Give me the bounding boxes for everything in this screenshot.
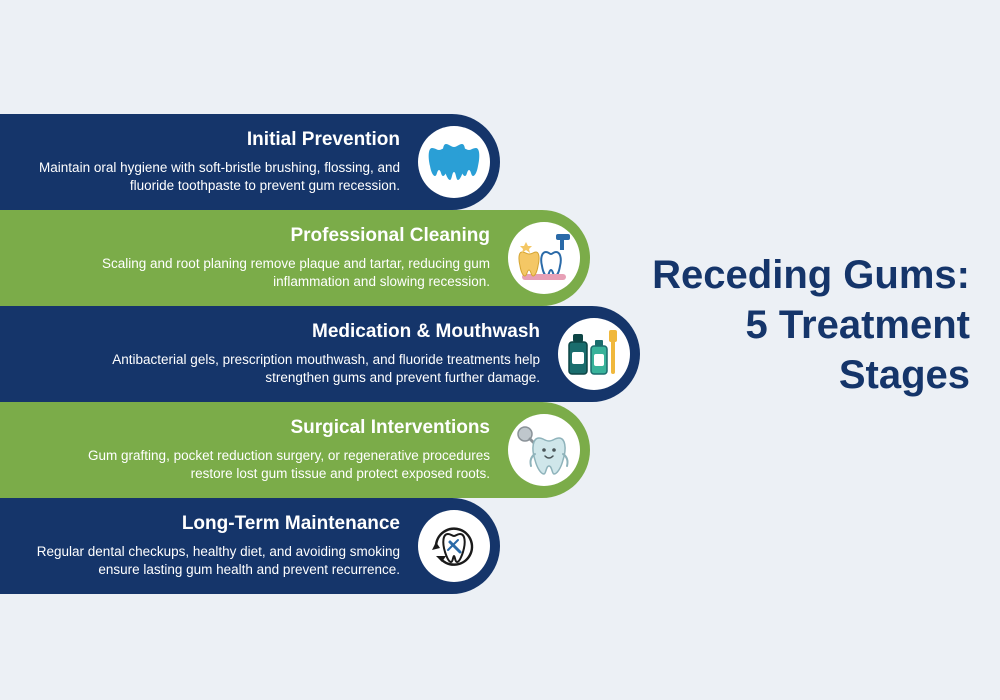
stages-container: Initial Prevention Maintain oral hygiene… <box>0 114 640 594</box>
maintenance-tooth-icon <box>418 510 490 582</box>
stage-3-desc: Antibacterial gels, prescription mouthwa… <box>110 351 540 387</box>
stage-4-text: Surgical Interventions Gum grafting, poc… <box>60 417 490 483</box>
stage-1-title: Initial Prevention <box>0 129 400 151</box>
stage-5: Long-Term Maintenance Regular dental che… <box>0 498 500 594</box>
stage-5-title: Long-Term Maintenance <box>0 513 400 535</box>
main-title: Receding Gums: 5 Treatment Stages <box>640 250 970 400</box>
stage-3-title: Medication & Mouthwash <box>110 321 540 343</box>
stage-1: Initial Prevention Maintain oral hygiene… <box>0 114 500 210</box>
stage-2-desc: Scaling and root planing remove plaque a… <box>60 255 490 291</box>
stage-1-desc: Maintain oral hygiene with soft-bristle … <box>0 159 400 195</box>
stage-4-desc: Gum grafting, pocket reduction surgery, … <box>60 447 490 483</box>
stage-5-text: Long-Term Maintenance Regular dental che… <box>0 513 400 579</box>
stage-2-title: Professional Cleaning <box>60 225 490 247</box>
stage-4-title: Surgical Interventions <box>60 417 490 439</box>
stage-5-desc: Regular dental checkups, healthy diet, a… <box>0 543 400 579</box>
cleaning-tooth-icon <box>508 222 580 294</box>
stage-3: Medication & Mouthwash Antibacterial gel… <box>0 306 640 402</box>
stage-2-text: Professional Cleaning Scaling and root p… <box>60 225 490 291</box>
stage-3-text: Medication & Mouthwash Antibacterial gel… <box>110 321 540 387</box>
stage-4: Surgical Interventions Gum grafting, poc… <box>0 402 590 498</box>
teeth-row-icon <box>418 126 490 198</box>
mouthwash-icon <box>558 318 630 390</box>
surgery-tooth-icon <box>508 414 580 486</box>
stage-2: Professional Cleaning Scaling and root p… <box>0 210 590 306</box>
stage-1-text: Initial Prevention Maintain oral hygiene… <box>0 129 400 195</box>
